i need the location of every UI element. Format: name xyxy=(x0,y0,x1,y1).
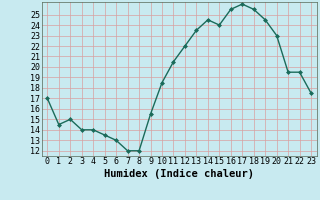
X-axis label: Humidex (Indice chaleur): Humidex (Indice chaleur) xyxy=(104,169,254,179)
